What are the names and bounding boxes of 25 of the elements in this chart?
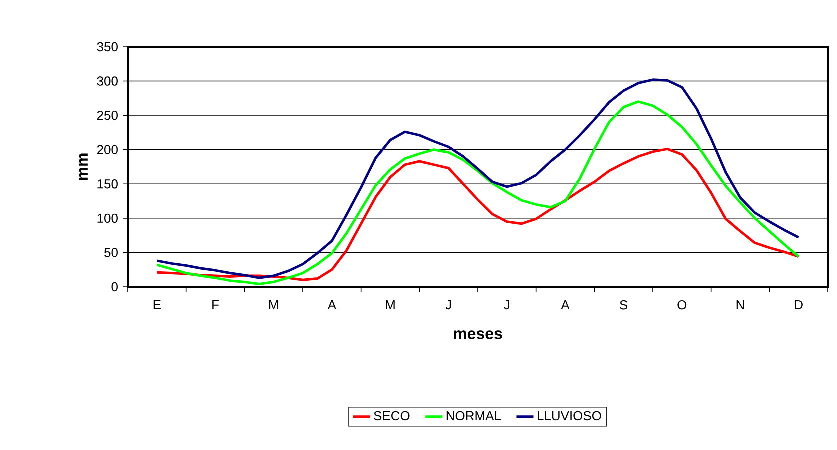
x-tick-label: O (678, 300, 687, 310)
x-tick-label: N (736, 300, 744, 310)
y-tick-label: 250 (97, 110, 118, 120)
x-tick-label: J (446, 300, 452, 310)
x-tick-label: M (269, 300, 278, 310)
x-tick-label: D (795, 300, 803, 310)
y-tick-label: 50 (104, 248, 118, 258)
y-axis-title: mm (79, 154, 88, 180)
legend-label: NORMAL (446, 411, 502, 421)
y-tick-label: 100 (98, 214, 118, 224)
y-tick-label: 350 (97, 42, 118, 52)
x-tick-label: E (154, 300, 161, 310)
x-axis-title: meses (454, 330, 502, 340)
y-tick-label: 150 (98, 180, 118, 189)
x-tick-label: A (561, 300, 570, 310)
legend-label: SECO (374, 411, 410, 421)
x-tick-label: A (328, 300, 336, 310)
x-tick-label: F (212, 300, 219, 310)
x-tick-label: J (504, 300, 510, 310)
x-tick-label: M (386, 300, 395, 310)
x-tick-label: S (620, 300, 628, 310)
y-tick-label: 300 (97, 76, 118, 86)
y-tick-label: 0 (112, 282, 118, 292)
y-tick-label: 200 (97, 145, 118, 154)
legend-label: LLUVIOSO (538, 411, 602, 421)
